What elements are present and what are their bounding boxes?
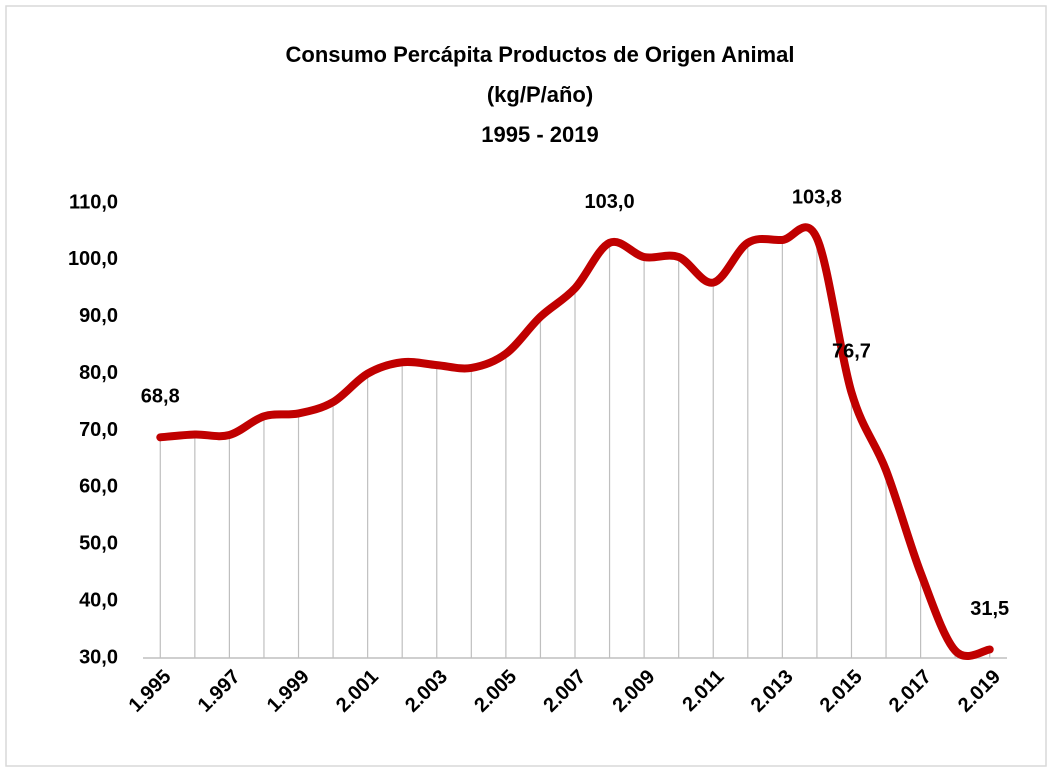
y-tick-label: 110,0 [69, 191, 118, 213]
data-label: 103,0 [585, 191, 635, 213]
chart-period: 1995 - 2019 [481, 122, 598, 147]
y-tick-label: 50,0 [79, 533, 118, 555]
y-tick-label: 30,0 [79, 646, 118, 668]
chart-title: Consumo Percápita Productos de Origen An… [286, 42, 795, 67]
chart-subtitle: (kg/P/año) [487, 82, 593, 107]
data-line [156, 223, 994, 660]
y-tick-label: 60,0 [79, 476, 118, 498]
y-tick-label: 100,0 [68, 248, 118, 270]
data-label: 103,8 [792, 187, 842, 209]
y-tick-label: 90,0 [79, 305, 118, 327]
y-tick-label: 70,0 [79, 419, 118, 441]
data-label: 76,7 [832, 341, 871, 363]
data-label: 31,5 [970, 598, 1009, 620]
data-label: 68,8 [141, 386, 180, 408]
y-tick-label: 40,0 [79, 589, 118, 611]
y-tick-label: 80,0 [79, 362, 118, 384]
chart-frame [5, 5, 1047, 767]
